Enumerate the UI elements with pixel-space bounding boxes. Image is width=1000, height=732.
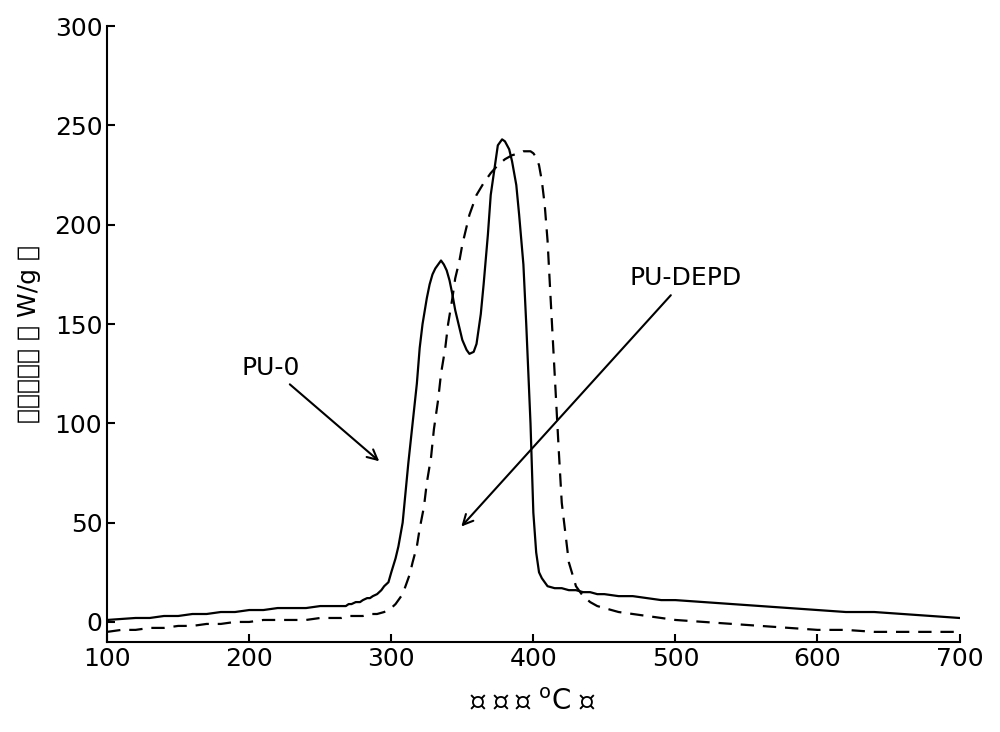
Text: PU-DEPD: PU-DEPD [463,266,742,525]
Text: PU-0: PU-0 [241,356,377,460]
X-axis label: 温 度 （ $\mathregular{^o}$C ）: 温 度 （ $\mathregular{^o}$C ） [470,687,596,715]
Y-axis label: 热释放速率 （ W/g ）: 热释放速率 （ W/g ） [17,245,41,423]
